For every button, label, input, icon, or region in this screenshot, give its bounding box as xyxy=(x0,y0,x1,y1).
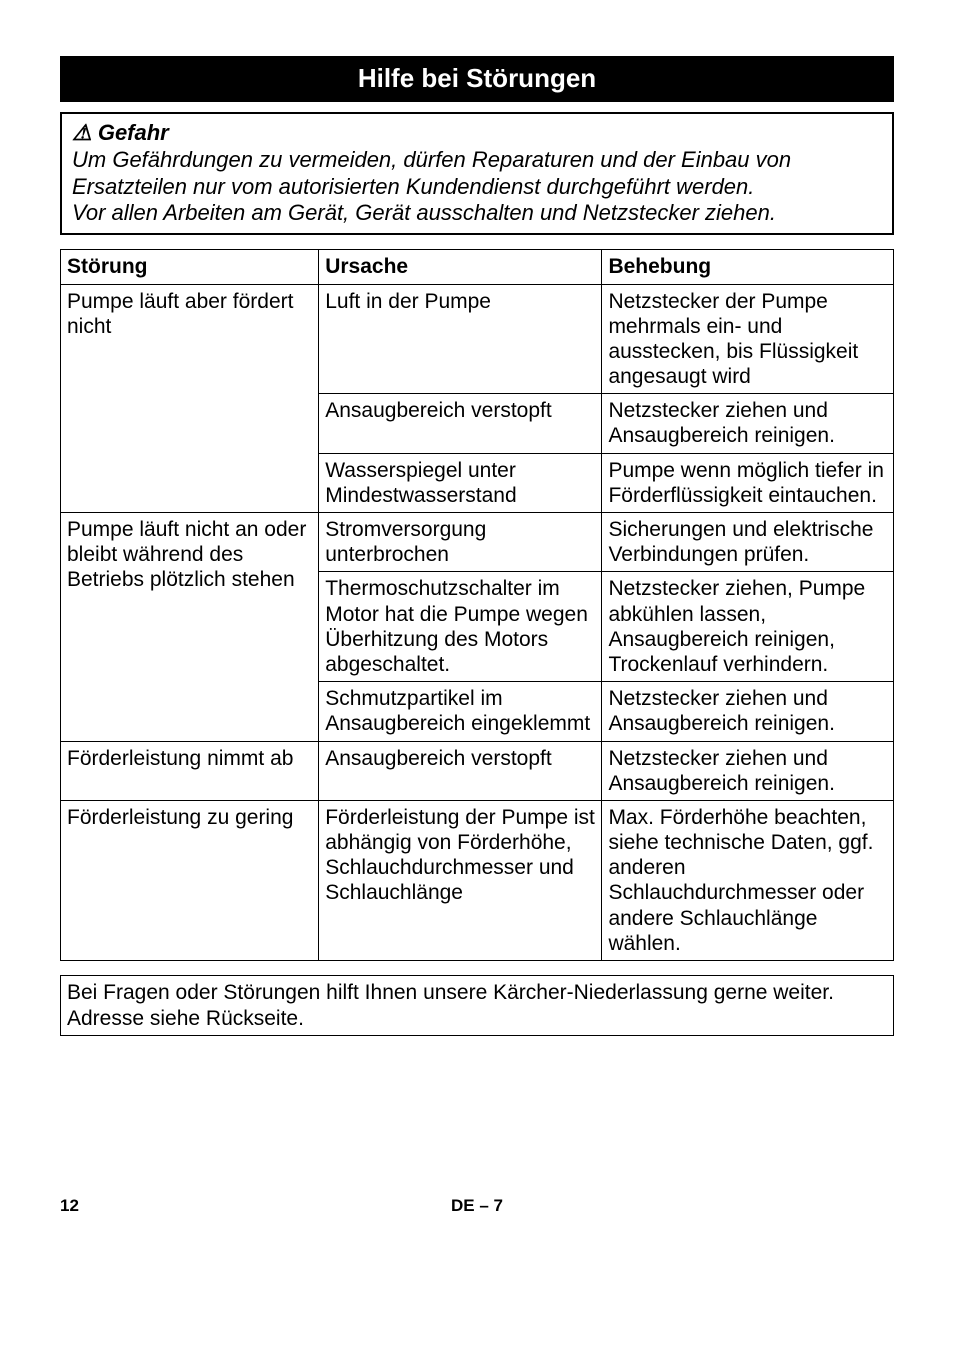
cell-ursache: Förderleistung der Pumpe ist abhängig vo… xyxy=(319,800,602,960)
cell-ursache: Luft in der Pumpe xyxy=(319,284,602,394)
header-stoerung: Störung xyxy=(61,250,319,284)
cell-behebung: Sicherungen und elektrische Verbindungen… xyxy=(602,513,894,572)
cell-ursache: Ansaugbereich verstopft xyxy=(319,741,602,800)
footer-center: DE – 7 xyxy=(451,1196,503,1216)
cell-behebung: Netzstecker ziehen, Pumpe abkühlen lasse… xyxy=(602,572,894,682)
table-row: Pumpe läuft aber fördert nicht Luft in d… xyxy=(61,284,894,394)
danger-box: ⚠ Gefahr Um Gefährdungen zu vermeiden, d… xyxy=(60,112,894,235)
footer-right-spacer xyxy=(889,1196,894,1216)
cell-stoerung: Pumpe läuft aber fördert nicht xyxy=(61,284,319,513)
table-header-row: Störung Ursache Behebung xyxy=(61,250,894,284)
cell-stoerung: Förderleistung zu gering xyxy=(61,800,319,960)
danger-paragraph-2: Vor allen Arbeiten am Gerät, Gerät aussc… xyxy=(72,200,882,227)
page-footer: 12 DE – 7 xyxy=(60,1196,894,1216)
troubleshoot-table: Störung Ursache Behebung Pumpe läuft abe… xyxy=(60,249,894,961)
cell-behebung: Netzstecker der Pumpe mehrmals ein- und … xyxy=(602,284,894,394)
contact-box: Bei Fragen oder Störungen hilft Ihnen un… xyxy=(60,975,894,1036)
header-behebung: Behebung xyxy=(602,250,894,284)
page-content: Hilfe bei Störungen ⚠ Gefahr Um Gefährdu… xyxy=(0,0,954,1256)
cell-ursache: Stromversorgung unterbrochen xyxy=(319,513,602,572)
section-heading: Hilfe bei Störungen xyxy=(60,56,894,102)
cell-ursache: Schmutzpartikel im Ansaugbereich eingekl… xyxy=(319,682,602,741)
table-row: Förderleistung nimmt ab Ansaugbereich ve… xyxy=(61,741,894,800)
danger-title: ⚠ Gefahr xyxy=(72,120,882,147)
cell-behebung: Netzstecker ziehen und Ansaugbereich rei… xyxy=(602,682,894,741)
cell-behebung: Netzstecker ziehen und Ansaugbereich rei… xyxy=(602,741,894,800)
cell-stoerung: Pumpe läuft nicht an oder bleibt während… xyxy=(61,513,319,742)
table-row: Förderleistung zu gering Förderleistung … xyxy=(61,800,894,960)
cell-behebung: Netzstecker ziehen und Ansaugbereich rei… xyxy=(602,394,894,453)
cell-ursache: Ansaugbereich verstopft xyxy=(319,394,602,453)
cell-ursache: Thermoschutzschalter im Motor hat die Pu… xyxy=(319,572,602,682)
header-ursache: Ursache xyxy=(319,250,602,284)
table-row: Pumpe läuft nicht an oder bleibt während… xyxy=(61,513,894,572)
cell-stoerung: Förderleistung nimmt ab xyxy=(61,741,319,800)
footer-page-number: 12 xyxy=(60,1196,79,1216)
cell-behebung: Max. Förderhöhe beachten, siehe technisc… xyxy=(602,800,894,960)
cell-ursache: Wasserspiegel unter Mindestwasserstand xyxy=(319,453,602,512)
cell-behebung: Pumpe wenn möglich tiefer in Förderflüss… xyxy=(602,453,894,512)
danger-paragraph-1: Um Gefährdungen zu vermeiden, dürfen Rep… xyxy=(72,147,882,201)
